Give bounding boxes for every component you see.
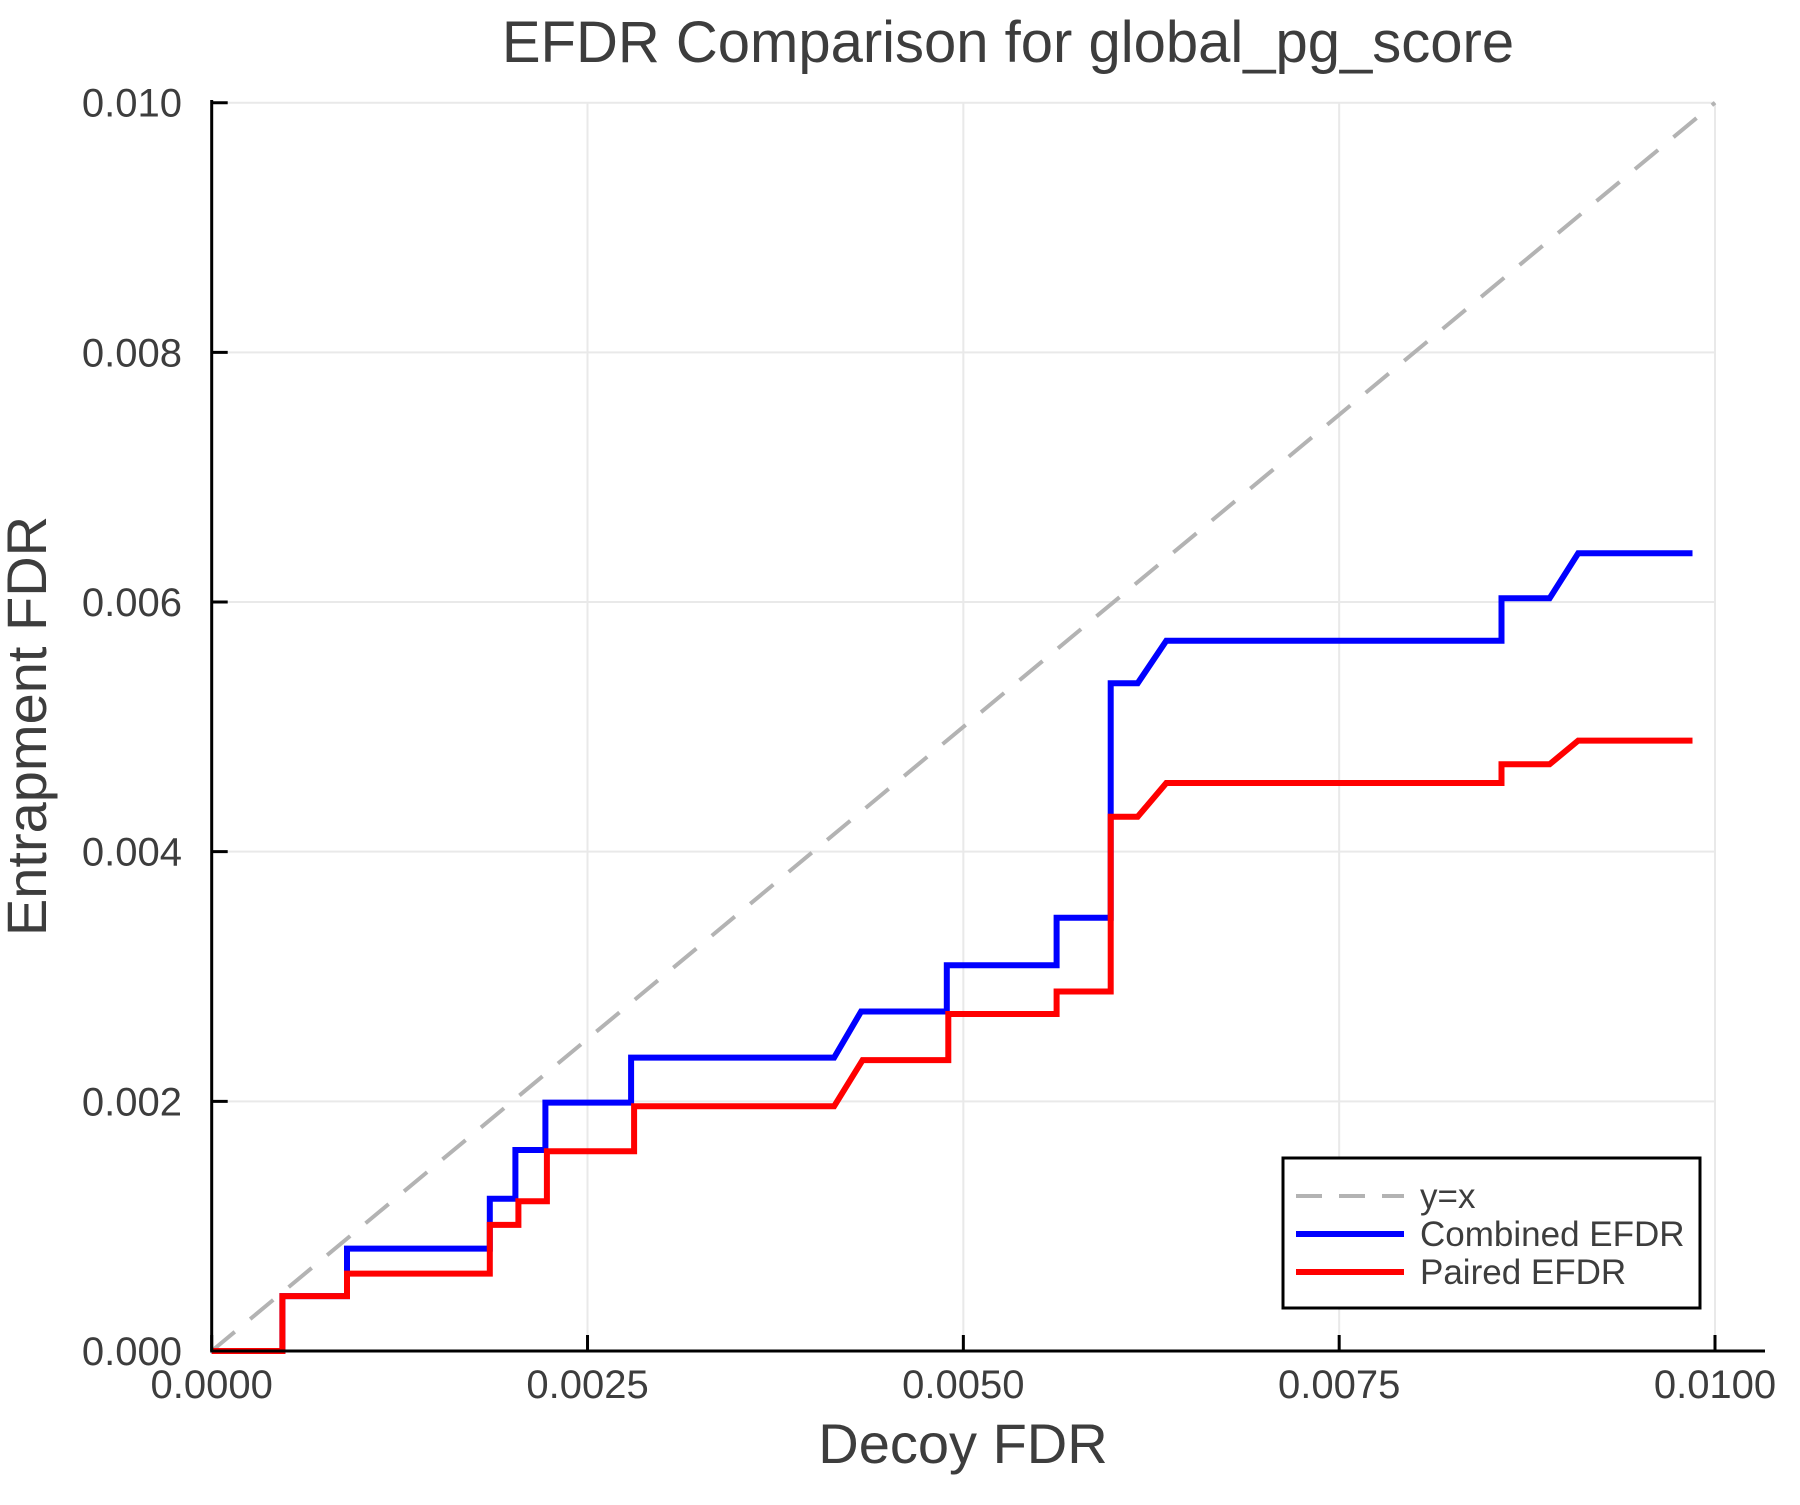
identity-line: [210, 101, 1717, 1353]
x-tick-label: 0.0100: [1654, 1363, 1776, 1407]
paired-efdr-line: [211, 737, 1693, 1354]
legend-label: Combined EFDR: [1420, 1215, 1685, 1254]
x-axis-label: Decoy FDR: [818, 1412, 1107, 1475]
tick-labels: 0.0000 0.0025 0.0050 0.0075 0.0100 0.000 0.002…: [82, 82, 1776, 1407]
legend-label: y=x: [1420, 1177, 1476, 1216]
x-tick-label: 0.0075: [1278, 1363, 1400, 1407]
y-tick-label: 0.010: [82, 82, 182, 126]
y-axis-label: Entrapment FDR: [0, 516, 58, 936]
legend-label: Paired EFDR: [1420, 1253, 1626, 1292]
x-tick-label: 0.0050: [902, 1363, 1024, 1407]
x-tick-label: 0.0025: [526, 1363, 648, 1407]
y-tick-label: 0.006: [82, 581, 182, 625]
y-tick-label: 0.000: [82, 1330, 182, 1374]
x-tick-label: 0.0000: [151, 1363, 273, 1407]
y-tick-label: 0.008: [82, 331, 182, 375]
y-tick-label: 0.002: [82, 1080, 182, 1124]
y-tick-label: 0.004: [82, 831, 182, 875]
combined-efdr-line: [211, 550, 1693, 1354]
axes: [210, 100, 1765, 1353]
chart-title: EFDR Comparison for global_pg_score: [502, 10, 1514, 75]
series-lines: [210, 101, 1717, 1354]
